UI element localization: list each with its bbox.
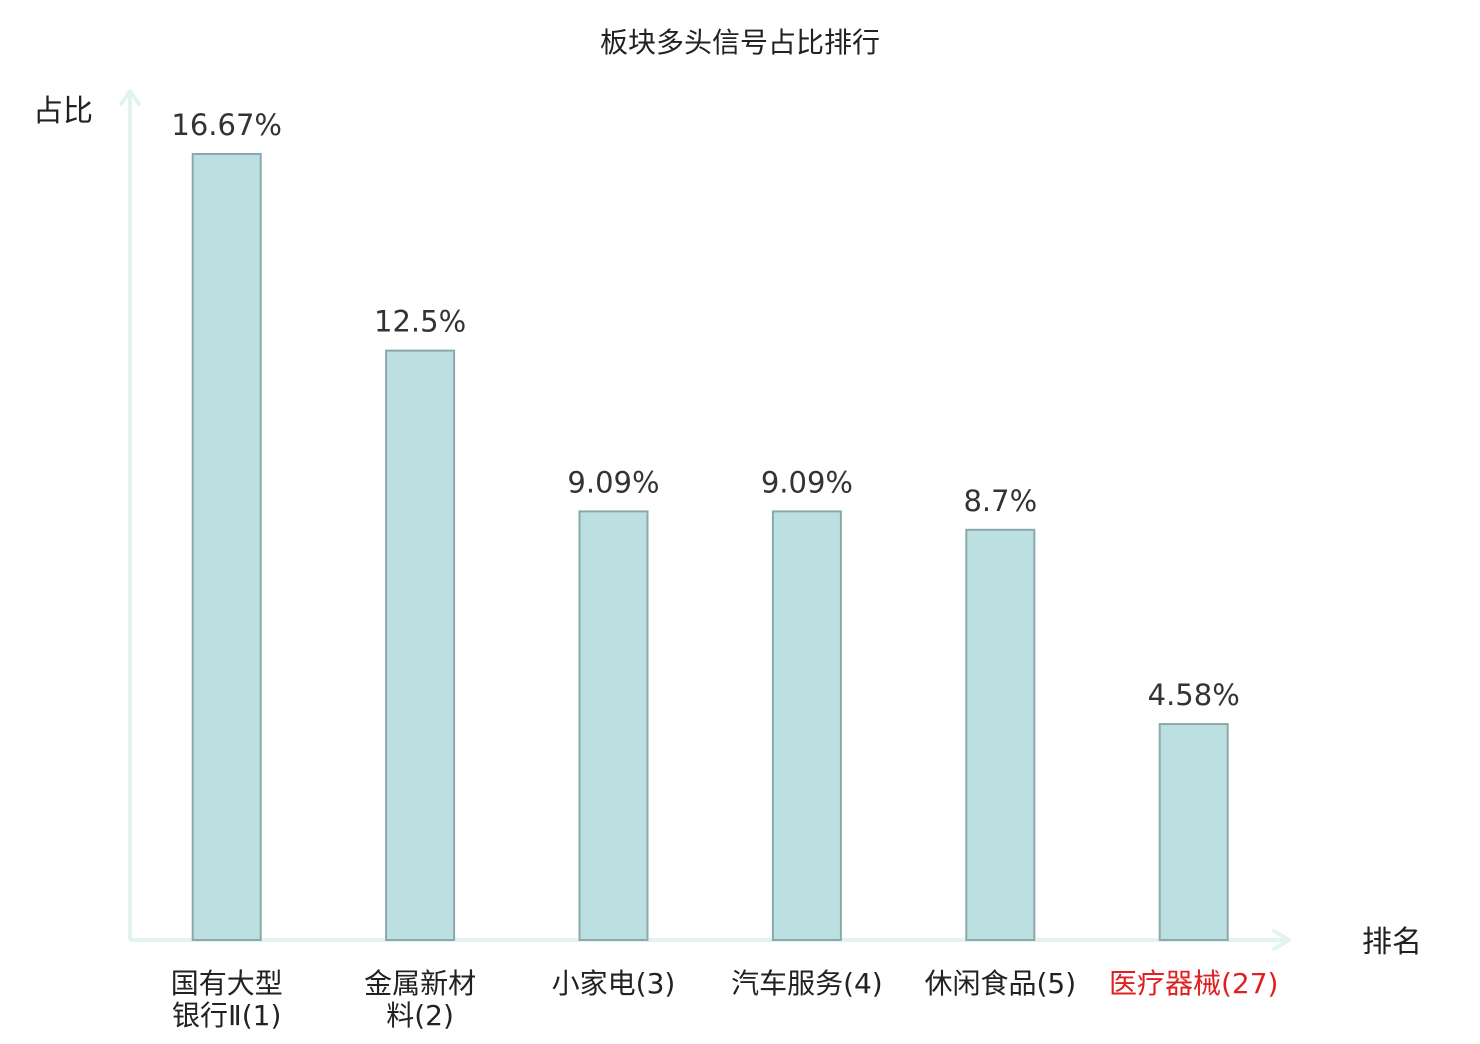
x-tick-label: 银行Ⅱ(1)	[172, 999, 281, 1032]
data-label: 8.7%	[963, 484, 1037, 518]
bar	[578, 510, 649, 941]
bar	[771, 510, 842, 941]
x-tick-label: 小家电(3)	[552, 967, 676, 1000]
data-label: 9.09%	[567, 465, 659, 499]
chart-title: 板块多头信号占比排行	[600, 26, 880, 59]
bar	[385, 349, 456, 942]
data-label: 4.58%	[1148, 678, 1240, 712]
y-axis-arrow	[119, 89, 141, 106]
y-axis-label: 占比	[33, 94, 93, 129]
x-tick-label: 汽车服务(4)	[731, 967, 883, 1000]
data-label: 16.67%	[171, 108, 282, 142]
bar	[1158, 723, 1229, 942]
bar	[965, 528, 1036, 941]
x-axis-arrow	[1272, 929, 1291, 951]
x-axis-label: 排名	[1362, 925, 1422, 960]
x-tick-label: 休闲食品(5)	[924, 967, 1076, 1000]
x-tick-label: 料(2)	[386, 999, 454, 1032]
x-tick-label: 金属新材	[364, 967, 476, 1000]
x-tick-label: 医疗器械(27)	[1109, 967, 1278, 1000]
bar	[191, 153, 262, 941]
data-label: 12.5%	[374, 305, 466, 339]
data-label: 9.09%	[761, 465, 853, 499]
x-tick-label: 国有大型	[171, 967, 283, 1000]
